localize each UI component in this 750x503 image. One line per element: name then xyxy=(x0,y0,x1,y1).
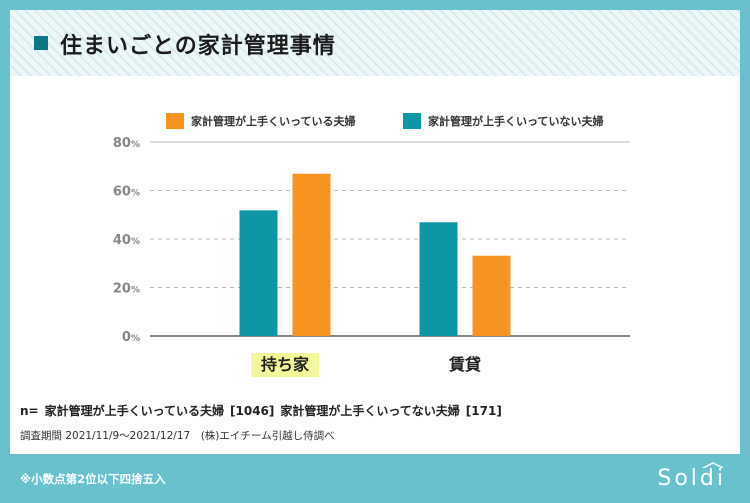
chart-legend: 家計管理が上手くいっている夫婦 家計管理が上手くいっていない夫婦 xyxy=(10,113,740,133)
bar-good-1 xyxy=(472,255,511,336)
legend-label-bad: 家計管理が上手くいっていない夫婦 xyxy=(428,115,604,128)
y-tick-label-20: 20% xyxy=(113,282,140,297)
legend-item-bad: 家計管理が上手くいっていない夫婦 xyxy=(403,113,603,129)
n-group2-label: 家計管理が上手くいってない夫婦 xyxy=(280,404,460,418)
header-banner: 住まいごとの家計管理事情 xyxy=(10,10,740,76)
legend-item-good: 家計管理が上手くいっている夫婦 xyxy=(166,113,355,129)
rounding-footnote: ※小数点第2位以下四捨五入 xyxy=(20,472,166,486)
category-highlight xyxy=(251,353,319,377)
survey-period-note: 調査期間 2021/11/9〜2021/12/17 (株)エイチーム引越し侍調べ xyxy=(20,430,335,442)
bar-good-0 xyxy=(292,173,331,336)
legend-label-good: 家計管理が上手くいっている夫婦 xyxy=(191,115,356,128)
y-tick-label-40: 40% xyxy=(113,233,140,248)
page-title: 住まいごとの家計管理事情 xyxy=(60,34,336,59)
y-tick-label-0: 0% xyxy=(122,330,140,345)
chart-card: 住まいごとの家計管理事情 家計管理が上手くいっている夫婦 家計管理が上手くいって… xyxy=(10,10,740,454)
y-tick-label-60: 60% xyxy=(113,185,140,200)
n-prefix: n= xyxy=(20,404,39,418)
n-group1-value: [1046] xyxy=(230,404,275,418)
brand-logo: Soldi xyxy=(657,466,726,491)
sample-size-note: n= 家計管理が上手くいっている夫婦 [1046] 家計管理が上手くいってない夫婦 [1… xyxy=(20,402,508,419)
title-square-icon xyxy=(34,36,48,50)
n-group1-label: 家計管理が上手くいっている夫婦 xyxy=(44,404,225,418)
brand-roof-icon xyxy=(702,462,724,468)
x-category-label-1: 賃貸 xyxy=(448,355,481,374)
legend-swatch-good xyxy=(166,113,184,129)
legend-swatch-bad xyxy=(403,113,421,129)
bar-chart: 0% 20% 40% 60% 80% 持ち家 賃貸 xyxy=(113,136,630,377)
x-category-label-0: 持ち家 xyxy=(261,355,310,374)
bar-bad-0 xyxy=(239,210,278,336)
n-group2-value: [171] xyxy=(465,404,502,418)
bar-bad-1 xyxy=(419,222,458,336)
y-tick-label-80: 80% xyxy=(113,136,140,151)
